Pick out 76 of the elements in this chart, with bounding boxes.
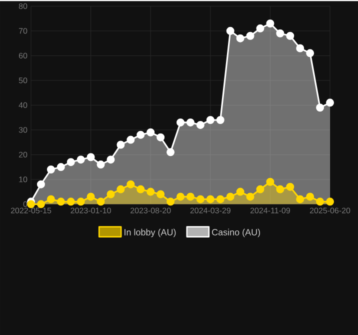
point bbox=[136, 130, 145, 139]
y-tick-label: 50 bbox=[18, 78, 28, 84]
point bbox=[166, 148, 175, 156]
point bbox=[146, 128, 155, 136]
point bbox=[46, 195, 55, 204]
point bbox=[186, 192, 194, 201]
point bbox=[266, 19, 274, 28]
legend-label: In lobby (AU) bbox=[124, 228, 176, 238]
point bbox=[306, 192, 314, 201]
x-tick-label: 2024-11-09 bbox=[250, 208, 290, 214]
point bbox=[66, 158, 75, 166]
point bbox=[326, 198, 334, 206]
point bbox=[216, 116, 224, 124]
x-tick-label: 2023-01-10 bbox=[70, 208, 111, 214]
point bbox=[46, 165, 55, 174]
point bbox=[276, 29, 284, 38]
point bbox=[136, 185, 145, 194]
point bbox=[76, 198, 85, 206]
point bbox=[236, 188, 244, 196]
x-tick-label: 2024-03-29 bbox=[190, 208, 230, 214]
point bbox=[126, 136, 135, 144]
point bbox=[246, 192, 254, 201]
point bbox=[76, 156, 85, 164]
point bbox=[316, 198, 324, 206]
point bbox=[316, 104, 324, 112]
point bbox=[106, 156, 115, 164]
point bbox=[196, 120, 204, 129]
point bbox=[176, 118, 185, 126]
y-tick-label: 30 bbox=[18, 127, 28, 133]
x-tick-label: 2022-05-15 bbox=[10, 208, 52, 214]
y-tick-label: 60 bbox=[18, 52, 28, 58]
point bbox=[226, 26, 234, 35]
point bbox=[106, 190, 115, 198]
y-tick-label: 80 bbox=[18, 3, 28, 9]
point bbox=[56, 162, 65, 171]
point bbox=[306, 49, 314, 58]
point bbox=[86, 192, 95, 201]
point bbox=[216, 195, 224, 204]
y-tick-label: 10 bbox=[19, 176, 28, 182]
y-tick-label: 0 bbox=[23, 201, 28, 207]
point bbox=[276, 185, 284, 194]
y-tick-label: 70 bbox=[18, 28, 28, 34]
point bbox=[286, 182, 294, 191]
point bbox=[66, 198, 75, 206]
point bbox=[196, 195, 204, 204]
point bbox=[326, 98, 334, 107]
point bbox=[186, 118, 194, 126]
point bbox=[86, 153, 95, 162]
point bbox=[126, 180, 135, 188]
point bbox=[146, 188, 155, 196]
point bbox=[116, 185, 125, 194]
legend-label: Casino (AU) bbox=[212, 228, 260, 238]
x-tick-label: 2025-06-20 bbox=[310, 208, 350, 214]
y-tick-label: 20 bbox=[18, 152, 28, 158]
point bbox=[116, 140, 125, 149]
point bbox=[206, 195, 214, 204]
point bbox=[236, 34, 244, 42]
point bbox=[296, 44, 304, 52]
point bbox=[226, 192, 234, 201]
point bbox=[36, 180, 45, 188]
point bbox=[256, 185, 264, 194]
point bbox=[206, 116, 214, 124]
point bbox=[296, 195, 304, 204]
point bbox=[166, 198, 175, 206]
point bbox=[176, 192, 185, 201]
x-tick-label: 2023-08-20 bbox=[130, 208, 171, 214]
point bbox=[56, 198, 65, 206]
point bbox=[96, 198, 105, 206]
point bbox=[256, 24, 264, 32]
point bbox=[266, 178, 274, 186]
point bbox=[156, 190, 165, 198]
point bbox=[96, 160, 105, 168]
point bbox=[156, 133, 165, 142]
point bbox=[286, 32, 294, 40]
y-tick-label: 40 bbox=[18, 102, 28, 108]
point bbox=[246, 32, 254, 40]
